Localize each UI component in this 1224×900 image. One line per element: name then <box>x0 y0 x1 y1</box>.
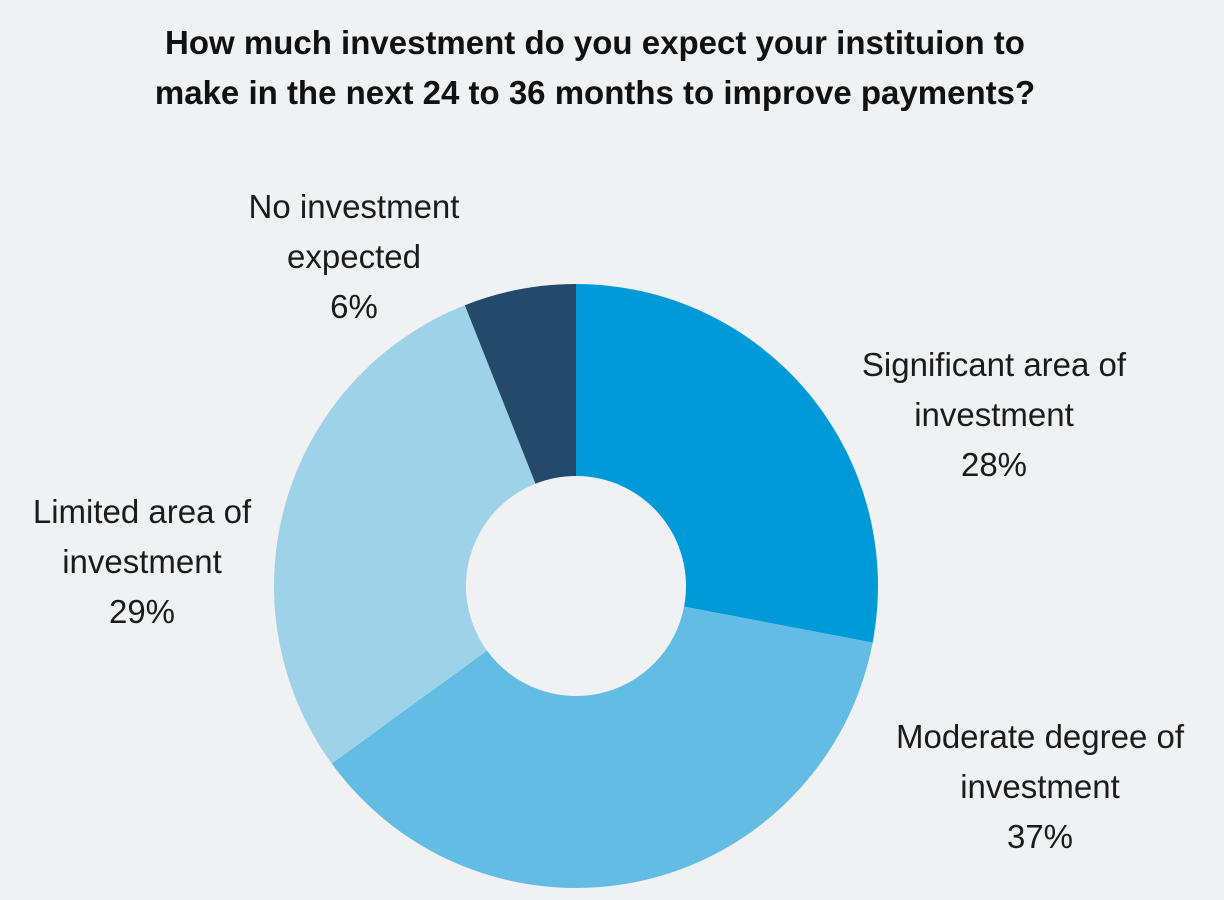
slice-label-limited-line-1: Limited area of <box>32 493 252 530</box>
donut-slice-limited <box>274 305 536 764</box>
chart-title-line-2: make in the next 24 to 36 months to impr… <box>154 74 1036 111</box>
chart-title: How much investment do you expect your i… <box>0 18 1190 118</box>
slice-label-moderate-line-2: investment <box>960 768 1120 805</box>
slice-label-significant-line-2: investment <box>914 396 1074 433</box>
donut-slice-none <box>464 284 576 484</box>
donut-slice-moderate <box>331 606 873 889</box>
slice-value-none: 6% <box>330 288 378 325</box>
slice-label-significant: Significant area of investment 28% <box>834 340 1154 490</box>
slice-label-moderate: Moderate degree of investment 37% <box>880 712 1200 862</box>
slice-label-limited-line-2: investment <box>62 543 222 580</box>
slice-label-significant-line-1: Significant area of <box>861 346 1127 383</box>
slice-value-moderate: 37% <box>1006 818 1074 855</box>
slice-label-none-line-2: expected <box>287 238 421 275</box>
slice-label-moderate-line-1: Moderate degree of <box>895 718 1185 755</box>
chart-title-line-1: How much investment do you expect your i… <box>165 24 1025 61</box>
slice-label-none: No investment expected 6% <box>194 182 514 332</box>
slice-value-significant: 28% <box>960 446 1028 483</box>
slice-value-limited: 29% <box>108 593 176 630</box>
slice-label-limited: Limited area of investment 29% <box>0 487 302 637</box>
slice-label-none-line-1: No investment <box>248 188 460 225</box>
donut-slice-significant <box>576 284 878 643</box>
